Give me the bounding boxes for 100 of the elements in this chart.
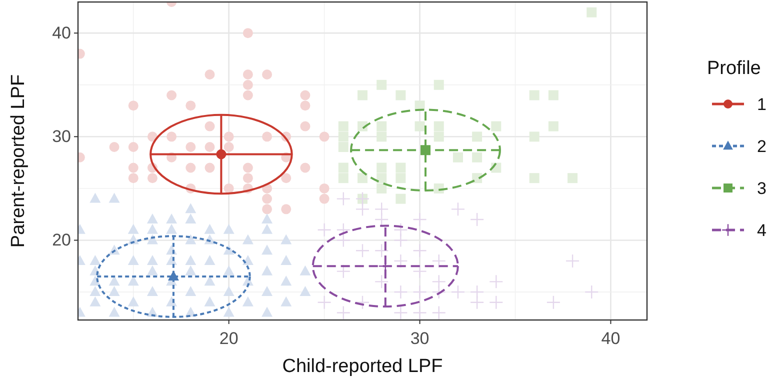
point: [242, 70, 253, 80]
point: [204, 142, 215, 152]
point: [300, 90, 310, 100]
point: [420, 145, 431, 156]
legend-label: 2: [757, 137, 766, 156]
point: [338, 132, 348, 142]
point: [128, 142, 138, 152]
point: [374, 212, 389, 227]
point: [374, 244, 389, 258]
point: [338, 121, 348, 132]
legend-label: 3: [757, 179, 766, 198]
point: [412, 264, 427, 278]
point: [166, 90, 177, 100]
point: [242, 28, 253, 38]
point: [432, 254, 446, 268]
point: [128, 162, 138, 173]
point: [565, 254, 580, 268]
point: [224, 183, 234, 194]
point: [374, 274, 389, 289]
point: [168, 270, 179, 280]
y-tick-label: 30: [52, 127, 71, 146]
point: [434, 80, 444, 90]
point: [186, 162, 196, 173]
point: [491, 121, 502, 132]
point: [412, 212, 427, 227]
point: [109, 142, 120, 152]
point: [470, 295, 484, 310]
point: [450, 284, 466, 300]
point: [281, 173, 292, 184]
point: [300, 162, 310, 173]
point: [300, 121, 310, 132]
point: [412, 244, 427, 258]
point: [262, 132, 272, 142]
point: [262, 204, 272, 214]
legend-label: 4: [757, 221, 766, 240]
point: [548, 90, 558, 100]
legend-label: 1: [757, 95, 766, 114]
point: [412, 306, 427, 320]
point: [317, 222, 332, 237]
point: [376, 80, 387, 90]
point: [376, 173, 387, 184]
point: [394, 284, 408, 300]
point: [186, 100, 196, 111]
point: [394, 254, 408, 268]
point: [147, 173, 158, 184]
x-tick-label: 30: [410, 329, 430, 348]
point: [434, 121, 444, 132]
point: [414, 121, 425, 132]
point: [434, 132, 444, 142]
point: [186, 142, 196, 152]
point: [336, 233, 351, 248]
point: [432, 306, 446, 320]
point: [355, 202, 370, 216]
point: [529, 173, 540, 184]
point: [336, 264, 351, 278]
point: [336, 192, 351, 206]
point: [216, 149, 226, 160]
point: [338, 173, 348, 184]
point: [376, 121, 387, 132]
y-tick-label: 20: [52, 230, 71, 250]
point: [224, 142, 234, 152]
x-tick-label: 20: [219, 329, 238, 348]
point: [281, 204, 292, 214]
point: [568, 173, 578, 184]
point: [262, 194, 272, 204]
point: [472, 152, 482, 162]
point: [336, 306, 351, 320]
x-axis-title: Child-reported LPF: [282, 356, 443, 377]
point: [529, 90, 540, 100]
point: [396, 173, 406, 184]
point: [204, 70, 215, 80]
point: [546, 295, 561, 310]
y-tick-label: 40: [52, 24, 71, 43]
point: [224, 132, 234, 142]
point: [396, 194, 406, 204]
point: [450, 202, 466, 216]
point: [470, 212, 484, 227]
point: [376, 132, 387, 142]
point: [358, 173, 368, 184]
point: [396, 90, 406, 100]
point: [300, 100, 310, 111]
point: [548, 121, 558, 132]
point: [489, 274, 504, 289]
point: [317, 295, 332, 310]
point: [166, 132, 177, 142]
point: [128, 100, 138, 111]
point: [489, 295, 504, 310]
point: [355, 244, 370, 258]
point: [242, 162, 253, 173]
point: [586, 7, 597, 18]
legend-title: Profile: [707, 58, 761, 79]
point: [242, 90, 253, 100]
point: [394, 306, 408, 320]
point: [412, 284, 427, 300]
point: [584, 284, 599, 300]
point: [338, 162, 348, 173]
point: [319, 132, 330, 142]
point: [204, 121, 215, 132]
point: [472, 132, 482, 142]
x-tick-label: 40: [601, 329, 620, 348]
